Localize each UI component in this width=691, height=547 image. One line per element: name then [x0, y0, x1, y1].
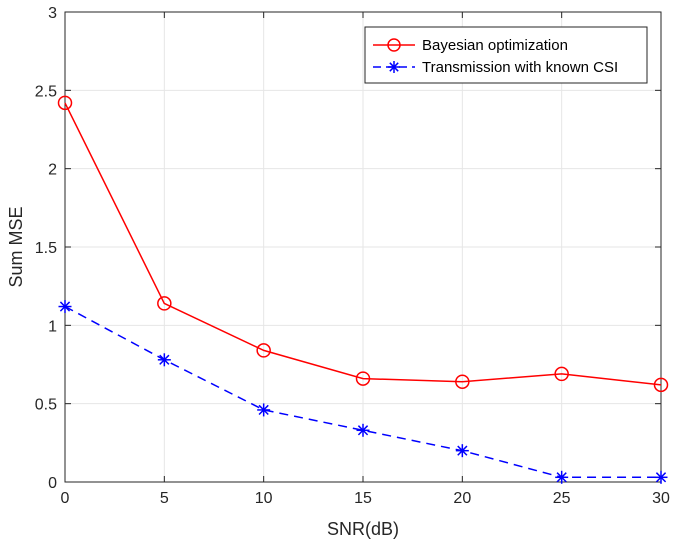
data-point [157, 296, 172, 311]
data-point [455, 444, 469, 458]
y-tick-label: 1.5 [35, 240, 57, 257]
legend: Bayesian optimization Transmission with … [364, 26, 648, 84]
data-point [157, 353, 171, 367]
data-point [355, 371, 371, 386]
y-tick-label: 0.5 [35, 397, 57, 414]
x-tick-label: 30 [652, 490, 670, 507]
legend-label-bayesian: Bayesian optimization [422, 37, 568, 54]
y-tick-label: 2 [48, 162, 57, 179]
x-tick-label: 10 [255, 490, 273, 507]
series-group [57, 95, 669, 484]
y-tick-label: 0 [48, 475, 57, 492]
series-line [64, 102, 662, 386]
y-tick-label: 1 [48, 318, 57, 335]
legend-marker-bayesian [387, 38, 401, 52]
data-point [554, 366, 569, 382]
x-tick-label: 15 [354, 490, 372, 507]
data-point [57, 95, 73, 111]
x-tick-label: 0 [61, 490, 70, 507]
x-axis-label: SNR(dB) [327, 519, 399, 539]
y-axis-label: Sum MSE [6, 206, 26, 287]
data-point [455, 374, 470, 389]
legend-marker-known-csi [388, 61, 400, 73]
data-point [555, 470, 569, 484]
legend-label-known-csi: Transmission with known CSI [422, 59, 618, 76]
y-tick-label: 2.5 [35, 83, 57, 100]
data-point [356, 423, 370, 437]
x-tick-label: 20 [453, 490, 471, 507]
data-point [257, 403, 271, 417]
data-point [256, 343, 271, 358]
legend-box [364, 26, 648, 84]
data-point [654, 470, 668, 484]
data-point [653, 377, 669, 393]
x-tick-label: 5 [160, 490, 169, 507]
y-tick-label: 3 [48, 5, 57, 22]
data-point [58, 300, 72, 314]
x-tick-label: 25 [553, 490, 571, 507]
ticks: 0 5 10 15 20 25 30 0 0.5 1 1.5 2 2.5 3 [35, 5, 670, 507]
